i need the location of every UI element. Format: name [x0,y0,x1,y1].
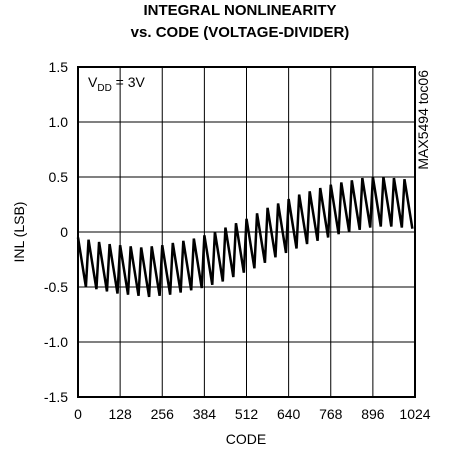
x-axis-label: CODE [226,431,266,447]
y-tick-label: 1.0 [49,114,69,130]
data-line [76,176,414,298]
x-tick-label: 512 [235,406,259,422]
y-tick-label: -1.5 [44,389,68,405]
y-tick-label: 0 [60,224,68,240]
x-tick-label: 384 [193,406,217,422]
y-tick-label: 0.5 [49,169,69,185]
chart-title: INTEGRAL NONLINEARITY [143,2,336,19]
chart-title: vs. CODE (VOLTAGE-DIVIDER) [131,24,350,41]
x-tick-label: 256 [151,406,175,422]
y-tick-label: -1.0 [44,334,68,350]
plot-frame [77,66,416,398]
x-tick-label: 128 [108,406,132,422]
x-tick-label: 1024 [399,406,430,422]
side-note: MAX5494 toc06 [415,70,431,170]
x-tick-label: 0 [74,406,82,422]
annotation: VDD = 3V [88,74,146,94]
y-axis-label: INL (LSB) [11,202,27,263]
x-tick-label: 640 [277,406,301,422]
x-tick-label: 768 [319,406,343,422]
x-tick-label: 896 [361,406,385,422]
y-tick-label: 1.5 [49,59,69,75]
y-tick-label: -0.5 [44,279,68,295]
